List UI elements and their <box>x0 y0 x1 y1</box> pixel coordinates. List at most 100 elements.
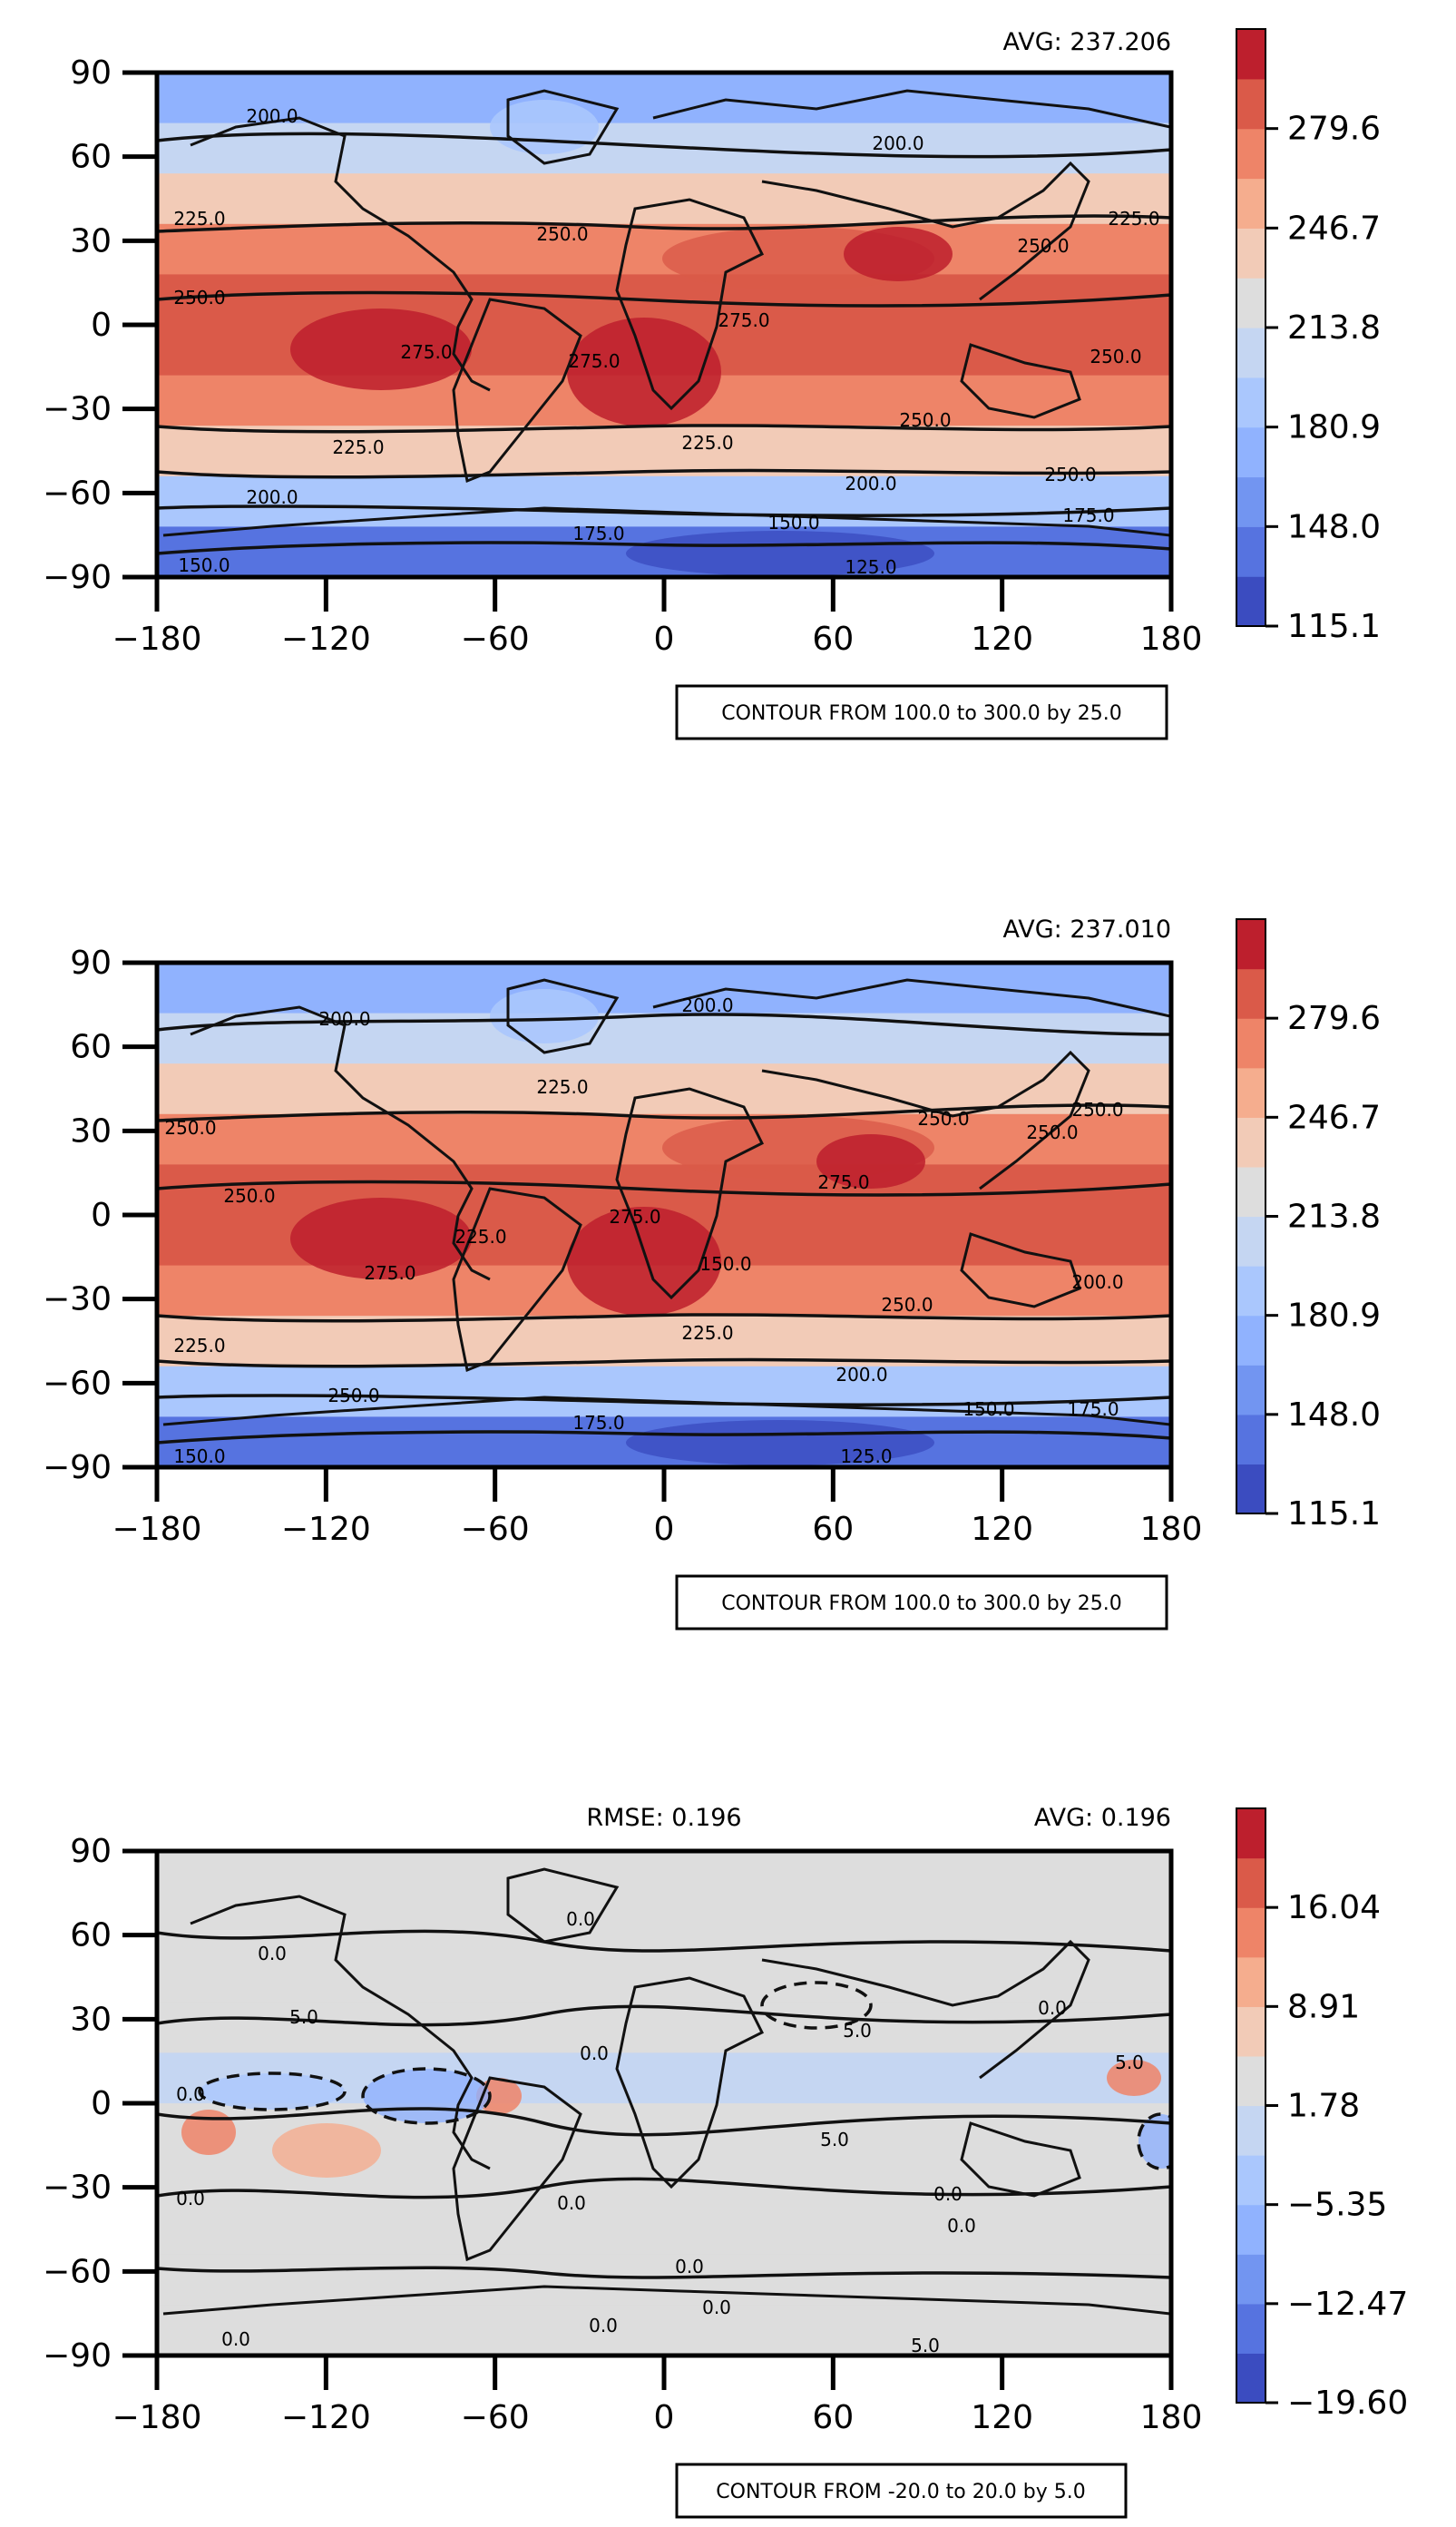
panel-3-cold-region <box>1138 2114 1171 2169</box>
contour-label: 150.0 <box>963 1398 1014 1420</box>
contour-label: 275.0 <box>609 1206 660 1228</box>
colorbar-tick-label: 180.9 <box>1287 409 1381 446</box>
panel-1-contour-lines <box>157 132 1171 555</box>
colorbar-segment <box>1236 29 1265 80</box>
y-tick-label: −60 <box>43 1365 112 1402</box>
colorbar-segment <box>1236 2204 1265 2255</box>
x-tick-label: −60 <box>461 1511 530 1548</box>
panel-3-warm-region <box>272 2123 381 2178</box>
panel-1-contour-note: CONTOUR FROM 100.0 to 300.0 by 25.0 <box>721 702 1122 725</box>
x-tick-label: −60 <box>461 621 530 658</box>
colorbar-segment <box>1236 1315 1265 1366</box>
panel-2-coastlines <box>162 978 1171 1426</box>
contour-label: 125.0 <box>845 556 896 578</box>
panel-3-negative-contours <box>198 1981 1171 2170</box>
colorbar-tick-label: 213.8 <box>1287 1199 1381 1236</box>
colorbar-segment <box>1236 78 1265 130</box>
colorbar-segment <box>1236 968 1265 1019</box>
panel-3-coastlines <box>162 1867 1171 2316</box>
contour-label: 250.0 <box>1026 1121 1078 1143</box>
y-tick-label: 90 <box>70 54 112 92</box>
contour-label: 200.0 <box>246 105 298 127</box>
panel-1-avg-label: AVG: 237.206 <box>1003 28 1171 56</box>
colorbar-segment <box>1236 1117 1265 1168</box>
zonal-band <box>157 963 1171 1014</box>
panel-1-warm-region <box>567 318 721 426</box>
panel-2-warm-region <box>816 1134 925 1189</box>
contour-label: 0.0 <box>933 2183 963 2205</box>
colorbar-segment <box>1236 278 1265 328</box>
contour-label: 275.0 <box>364 1262 415 1284</box>
y-tick-label: 30 <box>70 222 112 260</box>
contour-label: 250.0 <box>917 1108 969 1130</box>
contour-label: 0.0 <box>580 2042 609 2064</box>
colorbar-segment <box>1236 178 1265 229</box>
contour-label: 175.0 <box>572 1412 624 1434</box>
panel-2-contour-lines <box>157 1013 1171 1445</box>
panel-2-avg-label: AVG: 237.010 <box>1003 916 1171 944</box>
panel-3-contour-note: CONTOUR FROM -20.0 to 20.0 by 5.0 <box>716 2481 1085 2503</box>
y-tick-label: −30 <box>43 2169 112 2207</box>
x-tick-label: −120 <box>281 2399 371 2436</box>
y-tick-label: −30 <box>43 1281 112 1318</box>
zonal-band <box>157 122 1171 175</box>
y-tick-label: 0 <box>91 307 112 344</box>
colorbar-segment <box>1236 2353 1265 2404</box>
colorbar-tick-label: 180.9 <box>1287 1298 1381 1335</box>
colorbar-segment <box>1236 2303 1265 2355</box>
colorbar-tick-label: −12.47 <box>1287 2286 1408 2323</box>
colorbar-segment <box>1236 1266 1265 1317</box>
colorbar-tick-label: 213.8 <box>1287 309 1381 347</box>
contour-label: 5.0 <box>911 2335 940 2356</box>
x-tick-label: 180 <box>1140 621 1203 658</box>
y-tick-label: −60 <box>43 2253 112 2290</box>
colorbar-tick-label: 246.7 <box>1287 210 1381 247</box>
x-tick-label: −180 <box>112 621 202 658</box>
zonal-band <box>157 223 1171 276</box>
y-tick-label: 60 <box>70 1029 112 1066</box>
colorbar-segment <box>1236 1365 1265 1415</box>
zonal-band <box>157 2254 1171 2307</box>
contour-label: 125.0 <box>840 1445 892 1467</box>
contour-label: 225.0 <box>536 1076 588 1098</box>
contour-label: 275.0 <box>817 1171 869 1193</box>
panel-3-warm-region <box>1107 2060 1161 2096</box>
x-tick-label: −60 <box>461 2399 530 2436</box>
colorbar-tick-label: −19.60 <box>1287 2385 1408 2422</box>
panel-2-cold-region <box>490 989 599 1043</box>
zonal-band <box>157 2305 1171 2356</box>
contour-label: 150.0 <box>173 1445 225 1467</box>
colorbar-tick-label: 246.7 <box>1287 1099 1381 1136</box>
panel-3-plot-area: 0.0 0.0 0.0 0.0 5.0 5.0 5.0 0.0 0.0 0.0 0.0 0.0 0.0 0… <box>157 1851 1171 2356</box>
x-tick-label: 180 <box>1140 1511 1203 1548</box>
panel-1-contour-labels: 200.0 200.0 225.0 250.0 225.0 250.0 250.0 275.0… <box>173 105 1159 578</box>
colorbar-segment <box>1236 228 1265 279</box>
colorbar-tick-label: 148.0 <box>1287 1396 1381 1434</box>
colorbar-segment <box>1236 1018 1265 1069</box>
contour-label: 0.0 <box>702 2297 731 2318</box>
contour-label: 5.0 <box>820 2129 849 2150</box>
contour-label: 0.0 <box>566 1908 595 1930</box>
panel-1-plot-area: 200.0 200.0 225.0 250.0 225.0 250.0 250.0 275.0… <box>157 73 1171 578</box>
contour-label: 225.0 <box>332 436 384 458</box>
contour-label: 0.0 <box>557 2192 586 2214</box>
colorbar-segment <box>1236 2155 1265 2206</box>
zonal-band <box>157 2204 1171 2256</box>
colorbar-segment <box>1236 576 1265 627</box>
contour-label: 275.0 <box>718 309 769 331</box>
panel-3-rmse-label: RMSE: 0.196 <box>586 1804 741 1832</box>
colorbar-segment <box>1236 2105 1265 2156</box>
contour-label: 225.0 <box>173 208 225 230</box>
contour-label: 275.0 <box>400 341 452 363</box>
contour-label: 5.0 <box>289 2006 318 2028</box>
x-tick-label: 60 <box>812 1511 854 1548</box>
colorbar-tick-label: 148.0 <box>1287 508 1381 545</box>
colorbar-segment <box>1236 1857 1265 1908</box>
x-tick-label: 0 <box>654 1511 675 1548</box>
contour-label: 250.0 <box>1090 346 1141 367</box>
zonal-band <box>157 1952 1171 2003</box>
colorbar-segment <box>1236 2254 1265 2305</box>
panel-3-contour-labels: 0.0 0.0 0.0 0.0 5.0 5.0 5.0 0.0 0.0 0.0 0.0 0.0 0.0 0… <box>176 1908 1144 2356</box>
contour-label: 175.0 <box>1062 504 1114 526</box>
x-tick-label: 120 <box>971 2399 1033 2436</box>
